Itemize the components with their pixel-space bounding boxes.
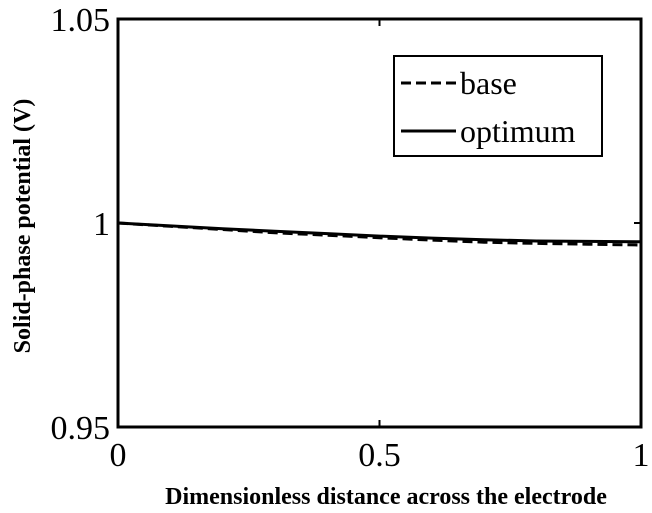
x-tick-label: 1 [633, 437, 650, 474]
x-tick-label: 0 [110, 437, 127, 474]
y-axis-label: Solid-phase potential (V) [10, 99, 36, 354]
x-axis-label: Dimensionless distance across the electr… [165, 484, 607, 510]
legend: base optimum [393, 55, 603, 157]
y-tick-label: 1 [93, 206, 110, 243]
series-line-base [117, 221, 642, 247]
plot-layer: 0 0.5 1 0.95 1 1.05 [51, 2, 650, 474]
x-tick-label: 0.5 [358, 437, 401, 474]
y-tick-label: 1.05 [51, 2, 111, 39]
legend-label-optimum: optimum [460, 113, 576, 149]
y-tick-label: 0.95 [51, 410, 111, 447]
series-line-optimum [117, 221, 642, 244]
legend-box [393, 55, 603, 157]
legend-label-base: base [460, 65, 517, 101]
